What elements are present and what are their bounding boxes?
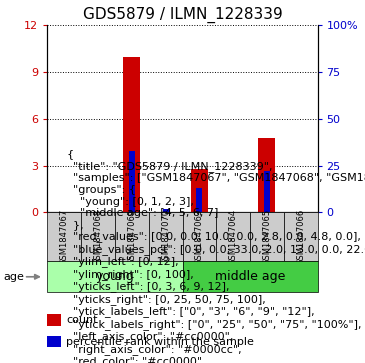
Bar	[182, 261, 318, 292]
Text: GSM1847065: GSM1847065	[262, 209, 272, 265]
Bar	[129, 151, 135, 212]
Text: GSM1847066: GSM1847066	[296, 209, 305, 265]
Text: middle age: middle age	[215, 270, 285, 283]
Bar	[123, 57, 140, 212]
Bar	[47, 261, 182, 292]
Bar	[258, 138, 275, 212]
Text: young: young	[96, 270, 134, 283]
Text: GSM1847063: GSM1847063	[195, 209, 204, 265]
Text: GSM1847067: GSM1847067	[60, 209, 69, 265]
Bar	[47, 212, 81, 261]
Bar	[191, 169, 208, 212]
Bar	[216, 212, 250, 261]
Bar	[115, 212, 149, 261]
Text: age: age	[4, 272, 24, 282]
Bar	[196, 188, 203, 212]
Bar	[47, 336, 61, 347]
Bar	[264, 171, 270, 212]
Text: {
  "title": "GDS5879 / ILMN_1228339",
  "samples": ["GSM1847067", "GSM1847068",: { "title": "GDS5879 / ILMN_1228339", "sa…	[66, 138, 365, 363]
Text: percentile rank within the sample: percentile rank within the sample	[66, 337, 254, 347]
Bar	[250, 212, 284, 261]
Bar	[149, 212, 182, 261]
Bar	[284, 212, 318, 261]
Text: GSM1847069: GSM1847069	[127, 209, 137, 265]
Text: GSM1847068: GSM1847068	[93, 209, 103, 265]
Text: count: count	[66, 315, 98, 325]
Text: GSM1847064: GSM1847064	[228, 209, 238, 265]
Bar	[81, 212, 115, 261]
Bar	[47, 314, 61, 326]
Title: GDS5879 / ILMN_1228339: GDS5879 / ILMN_1228339	[82, 7, 283, 23]
Bar	[182, 212, 216, 261]
Bar	[162, 209, 169, 212]
Text: GSM1847070: GSM1847070	[161, 209, 170, 265]
